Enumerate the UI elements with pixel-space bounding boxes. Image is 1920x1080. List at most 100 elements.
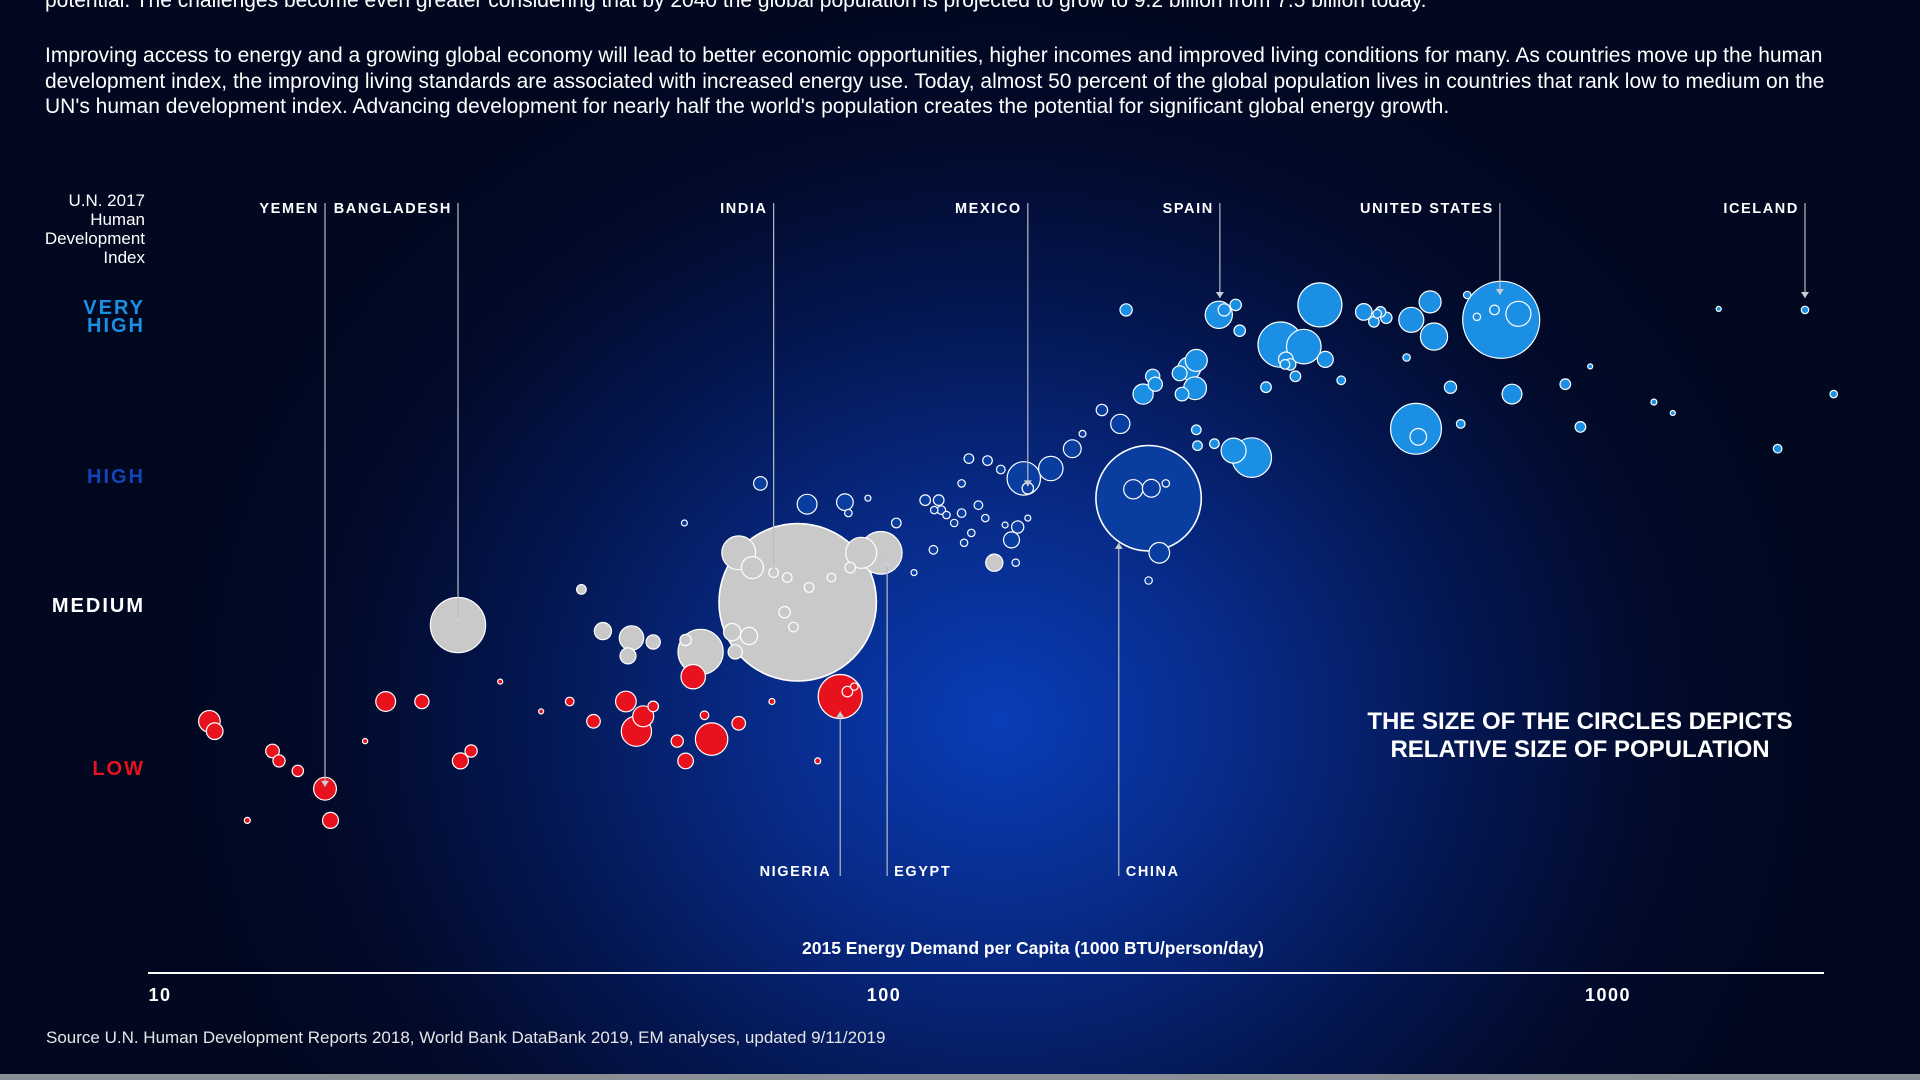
leader-arrow-yemen <box>320 780 329 787</box>
bubble-medium <box>844 561 857 574</box>
bubble-very-high <box>1650 398 1658 406</box>
y-category-high: HIGH <box>87 466 145 488</box>
leader-arrow-united-states <box>1495 288 1504 295</box>
bubble-low <box>694 722 729 756</box>
annotation-united-states: UNITED STATES <box>1360 201 1494 217</box>
bubble-low <box>243 816 251 825</box>
annotation-china: CHINA <box>1126 864 1180 880</box>
bubble-very-high <box>1462 280 1541 359</box>
leader-arrow-egypt <box>883 559 892 566</box>
bubble-high <box>864 494 872 502</box>
bottom-bar <box>0 1074 1920 1080</box>
bubble-low <box>321 811 340 830</box>
bubble-high <box>1024 514 1032 522</box>
bubble-low <box>768 697 776 706</box>
bubble-very-high <box>1279 359 1291 370</box>
bubble-very-high <box>1316 350 1334 368</box>
bubble-medium <box>619 647 637 665</box>
bubble-medium <box>788 621 799 633</box>
bubble-very-high <box>1147 376 1164 392</box>
bubble-medium <box>723 622 742 642</box>
bubble-medium <box>739 626 759 646</box>
y-category-very_high: VERY <box>83 297 145 319</box>
bubble-very-high <box>1455 419 1466 429</box>
size-note-line-1: THE SIZE OF THE CIRCLES DEPICTS <box>1367 708 1793 735</box>
bubble-very-high <box>1574 421 1587 433</box>
bubble-high <box>1062 439 1082 459</box>
bubble-high <box>836 493 854 512</box>
bubble-very-high <box>1220 437 1247 464</box>
leader-arrow-india <box>769 564 778 571</box>
x-axis-label: 2015 Energy Demand per Capita (1000 BTU/… <box>802 938 1264 958</box>
bubble-very-high <box>1443 380 1458 394</box>
bubble-very-high <box>1132 383 1154 405</box>
bubble-very-high <box>1289 370 1302 383</box>
bubble-medium <box>781 572 793 583</box>
bubble-high <box>910 568 918 577</box>
bubble-very-high <box>1208 438 1220 450</box>
bubble-medium <box>727 644 743 660</box>
x-tick-label: 100 <box>867 985 902 1005</box>
bubble-low <box>414 693 430 710</box>
bubble-low <box>564 696 575 707</box>
bubble-low <box>272 754 286 768</box>
bubble-very-high <box>1462 290 1472 300</box>
bubble-high <box>1011 520 1025 534</box>
bubble-high <box>1148 541 1171 564</box>
bubble-high <box>753 476 768 491</box>
y-axis-title-line: Development <box>45 229 145 248</box>
bubble-high <box>1002 531 1021 549</box>
annotation-egypt: EGYPT <box>894 864 951 880</box>
bubble-high <box>942 510 951 520</box>
bubble-very-high <box>1354 303 1373 321</box>
bubble-medium <box>985 553 1004 572</box>
source-note: Source U.N. Human Development Reports 20… <box>46 1028 886 1047</box>
bubble-low <box>537 708 545 715</box>
annotation-iceland: ICELAND <box>1723 201 1799 217</box>
bubble-low <box>647 700 660 713</box>
bubble-high <box>957 479 966 488</box>
bubble-very-high <box>1260 381 1272 394</box>
bubble-low <box>464 744 478 758</box>
bubble-very-high <box>1119 303 1133 317</box>
bubble-very-high <box>1192 440 1203 452</box>
bubble-low <box>680 663 706 690</box>
bubble-high <box>1078 429 1087 438</box>
bubble-very-high <box>1419 322 1449 351</box>
bubble-high <box>1110 413 1131 435</box>
bubble-low <box>265 743 280 759</box>
bubble-high <box>1144 576 1153 585</box>
bubble-high <box>1123 479 1144 500</box>
bubble-high <box>844 508 853 518</box>
bubble-low <box>841 685 854 698</box>
bubble-high <box>980 513 990 523</box>
y-axis-title-line: Human <box>90 210 145 229</box>
bubble-high <box>932 494 945 507</box>
bubble-very-high <box>1409 427 1428 446</box>
bubble-low <box>670 734 684 748</box>
bubble-low <box>849 682 859 691</box>
annotation-mexico: MEXICO <box>955 201 1022 217</box>
bubble-high <box>929 505 939 515</box>
bubble-high <box>1161 479 1171 488</box>
bubble-low <box>632 705 655 728</box>
bubble-very-high <box>1501 383 1523 405</box>
bubble-very-high <box>1772 443 1783 454</box>
bubble-very-high <box>1669 409 1676 417</box>
bubble-very-high <box>1559 378 1572 391</box>
intro-paragraph-2: Improving access to energy and a growing… <box>45 44 1825 118</box>
bubble-very-high <box>1418 290 1442 314</box>
leader-arrow-china <box>1114 542 1123 549</box>
y-category-very_high: HIGH <box>87 315 145 337</box>
bubble-very-high <box>1171 365 1188 382</box>
bubble-very-high <box>1184 348 1208 372</box>
bubble-low <box>814 757 822 765</box>
x-tick-label: 1000 <box>1585 985 1631 1005</box>
bubble-low <box>615 690 637 713</box>
bubble-very-high <box>1398 306 1425 333</box>
leader-arrow-iceland <box>1800 291 1809 298</box>
bubble-very-high <box>1829 389 1839 399</box>
annotation-nigeria: NIGERIA <box>760 864 832 880</box>
bubble-very-high <box>1505 300 1532 327</box>
